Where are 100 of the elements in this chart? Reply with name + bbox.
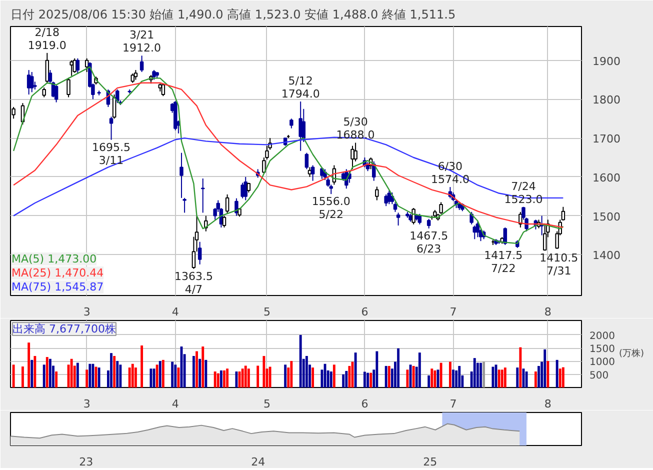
bar xyxy=(226,368,229,388)
annotation: 3/21 1912.0 xyxy=(122,28,162,55)
x-tick-label: 6 xyxy=(361,398,368,410)
bar xyxy=(256,366,260,388)
bar xyxy=(30,360,34,388)
bar xyxy=(348,366,351,388)
y-tick-label: 1500 xyxy=(592,210,620,224)
annotation: 1417.5 7/22 xyxy=(484,248,523,275)
text: MA(25) 1,470.44 xyxy=(12,266,104,280)
bar xyxy=(198,358,202,388)
x-tick-label: 4 xyxy=(172,306,179,318)
bar xyxy=(428,375,430,388)
bar xyxy=(55,371,58,388)
bar xyxy=(98,368,100,388)
bar xyxy=(434,370,436,388)
bar xyxy=(480,362,482,388)
candlestick xyxy=(109,116,114,140)
candlestick xyxy=(134,70,138,80)
y-tick-label: 1400 xyxy=(592,249,620,262)
y-tick-label: 2000 xyxy=(590,330,615,342)
bar xyxy=(458,366,461,388)
bar xyxy=(70,358,73,388)
x-tick-label: 3 xyxy=(83,306,90,318)
bar xyxy=(366,372,369,388)
y-tick-label: 1600 xyxy=(592,171,620,184)
bar xyxy=(128,368,131,388)
bar xyxy=(244,366,247,388)
y-tick-label: 1000 xyxy=(590,357,615,368)
candlestick xyxy=(66,77,70,98)
x-tick-label: 5 xyxy=(263,306,270,318)
bar xyxy=(556,360,558,388)
bar xyxy=(28,342,30,388)
candlestick xyxy=(72,58,76,74)
bar xyxy=(46,357,48,388)
bar xyxy=(76,362,79,388)
bar xyxy=(171,362,174,388)
bar xyxy=(204,360,208,388)
bar xyxy=(241,368,244,388)
bar xyxy=(363,372,366,388)
bar xyxy=(455,370,458,388)
candlestick xyxy=(418,213,422,225)
x-tick-label: 5 xyxy=(263,398,270,410)
bar xyxy=(345,370,348,388)
candlestick xyxy=(198,241,202,265)
x-tick-label: 7 xyxy=(450,398,457,410)
bar xyxy=(86,370,88,388)
bar xyxy=(430,368,434,388)
bar xyxy=(177,368,180,388)
candlestick xyxy=(354,142,358,162)
x-tick-label: 25 xyxy=(423,456,438,468)
y-tick-label: 1900 xyxy=(592,54,620,68)
x-tick-label: 8 xyxy=(544,306,552,318)
bar xyxy=(235,371,238,388)
annotation: 1467.5 6/23 xyxy=(410,229,448,256)
bar xyxy=(412,366,415,388)
bar xyxy=(216,373,220,388)
bar xyxy=(397,348,400,388)
bar xyxy=(538,366,540,388)
bar xyxy=(12,364,15,388)
candlestick xyxy=(304,152,309,170)
bar xyxy=(546,360,550,388)
candlestick xyxy=(182,197,186,214)
candlestick xyxy=(222,215,226,228)
bar xyxy=(305,356,308,388)
bar xyxy=(48,358,52,388)
candlestick xyxy=(265,145,269,160)
candlestick xyxy=(384,194,388,207)
bar xyxy=(299,334,302,388)
bar xyxy=(370,372,372,388)
bar xyxy=(406,370,409,388)
bar xyxy=(150,368,152,388)
candlestick xyxy=(42,87,46,98)
annotation: 1695.5 3/11 xyxy=(92,140,131,167)
bar xyxy=(525,371,528,388)
bar xyxy=(492,366,494,388)
bar xyxy=(21,366,24,388)
bar xyxy=(268,366,272,388)
bar xyxy=(482,362,486,388)
bar xyxy=(174,364,177,388)
bar xyxy=(342,374,345,388)
candlestick xyxy=(30,71,34,93)
bar xyxy=(220,370,222,388)
bar xyxy=(388,366,390,388)
bar xyxy=(140,345,144,388)
y-axis-title: (万株) xyxy=(618,348,644,359)
candlestick xyxy=(225,194,230,214)
candlestick xyxy=(310,164,315,182)
bar xyxy=(440,362,442,388)
bar xyxy=(262,356,266,388)
bar xyxy=(534,371,537,388)
bar xyxy=(192,356,195,388)
candlestick xyxy=(470,211,474,225)
bar xyxy=(519,347,522,388)
bar xyxy=(284,364,287,388)
bar xyxy=(131,364,134,388)
candlestick xyxy=(152,70,156,80)
x-tick-label: 4 xyxy=(172,398,179,410)
bar xyxy=(116,360,119,388)
bar xyxy=(119,364,122,388)
x-tick-label: 7 xyxy=(450,306,457,318)
